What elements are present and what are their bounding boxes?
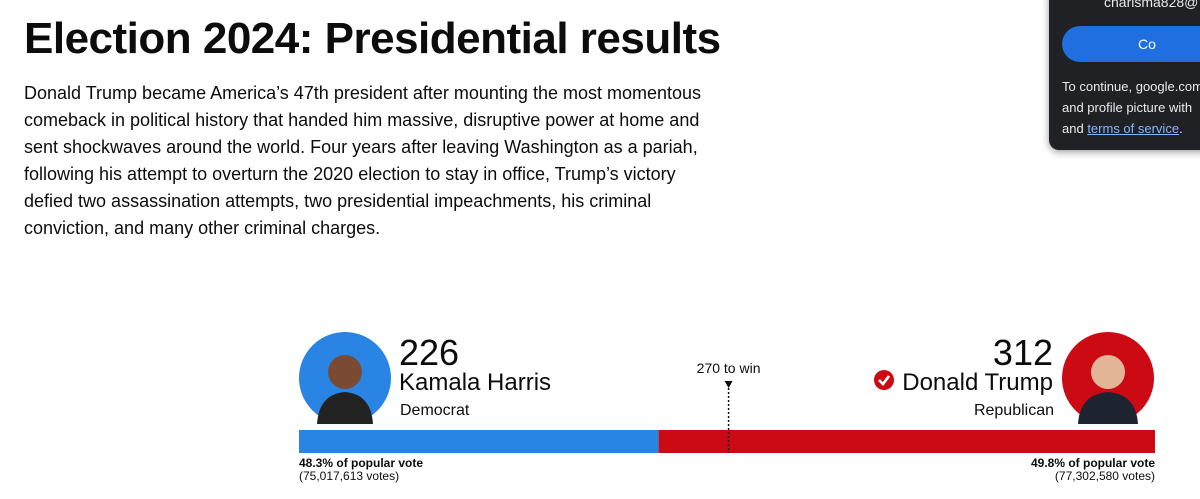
vote-count: (75,017,613 votes) xyxy=(299,469,400,483)
silhouette xyxy=(1078,392,1138,424)
text: . xyxy=(1179,121,1183,136)
vote-share: 49.8% of popular vote xyxy=(1030,456,1155,470)
party: Republican xyxy=(973,402,1054,419)
bar-segment xyxy=(299,430,659,453)
bar-segment xyxy=(658,430,1155,453)
text: and xyxy=(1062,121,1088,136)
popular-vote: 48.3% of popular vote (75,017,613 votes) xyxy=(299,457,423,483)
continue-button[interactable]: Co xyxy=(1062,26,1200,62)
silhouette xyxy=(317,392,373,424)
description: Donald Trump became America’s 47th presi… xyxy=(24,83,702,238)
button-label: Co xyxy=(1138,36,1156,52)
popular-vote: 49.8% of popular vote (77,302,580 votes) xyxy=(1031,457,1155,483)
terms-link[interactable]: terms of service xyxy=(1087,121,1180,136)
popup-line: and terms of service. xyxy=(1062,118,1200,139)
threshold-arrow xyxy=(724,381,733,388)
check-circle xyxy=(874,370,894,390)
popup-text: To continue, google.com and profile pict… xyxy=(1062,76,1200,139)
electoral-votes: 226 xyxy=(399,332,460,373)
candidate-name: Kamala Harris xyxy=(399,369,552,396)
silhouette xyxy=(1091,355,1125,389)
winner-check xyxy=(874,370,894,390)
trump-photo xyxy=(1062,332,1154,424)
harris-photo xyxy=(299,332,391,424)
account-email: charisma828@ xyxy=(1104,0,1199,10)
threshold-label: 270 to win xyxy=(697,360,761,376)
check-mark xyxy=(878,375,891,386)
candidate-name: Donald Trump xyxy=(902,369,1053,396)
page-title: Election 2024: Presidential results xyxy=(24,14,721,63)
vote-count: (77,302,580 votes) xyxy=(1054,469,1155,483)
google-signin-popup: charisma828@ Co To continue, google.com … xyxy=(1049,0,1200,150)
popup-line: To continue, google.com xyxy=(1062,79,1200,94)
popup-line: and profile picture with xyxy=(1062,100,1193,115)
vote-share: 48.3% of popular vote xyxy=(299,456,424,470)
silhouette xyxy=(328,355,362,389)
electoral-votes: 312 xyxy=(992,332,1053,373)
results-bar: 270 to win xyxy=(299,360,1155,453)
party: Democrat xyxy=(400,402,470,419)
